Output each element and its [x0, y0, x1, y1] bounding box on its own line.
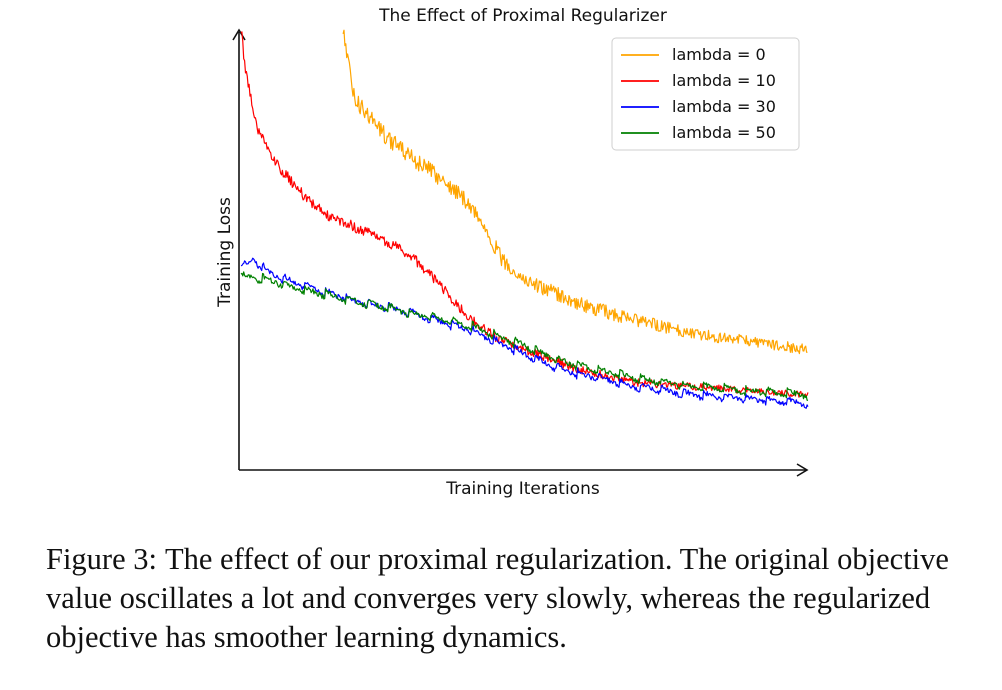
x-axis-label: Training Iterations: [445, 479, 600, 499]
figure-caption-text: The effect of our proximal regularizatio…: [46, 542, 949, 654]
y-axis-label: Training Loss: [215, 197, 235, 308]
legend-box: [611, 37, 800, 151]
chart-title: The Effect of Proximal Regularizer: [378, 6, 667, 26]
series-layer: [240, 29, 809, 409]
x-axis-arrow: [796, 463, 809, 477]
legend: lambda = 0 lambda = 10 lambda = 30 lambd…: [611, 37, 800, 151]
figure-caption: Figure 3: The effect of our proximal regu…: [46, 540, 986, 657]
series-line-3: [240, 271, 809, 401]
y-axis-arrow: [232, 28, 246, 41]
legend-label-0: lambda = 0: [672, 45, 766, 64]
legend-label-3: lambda = 50: [672, 123, 776, 142]
legend-label-1: lambda = 10: [672, 71, 776, 90]
legend-label-2: lambda = 30: [672, 97, 776, 116]
series-line-0: [342, 29, 808, 355]
figure-caption-label: Figure 3:: [46, 542, 157, 576]
